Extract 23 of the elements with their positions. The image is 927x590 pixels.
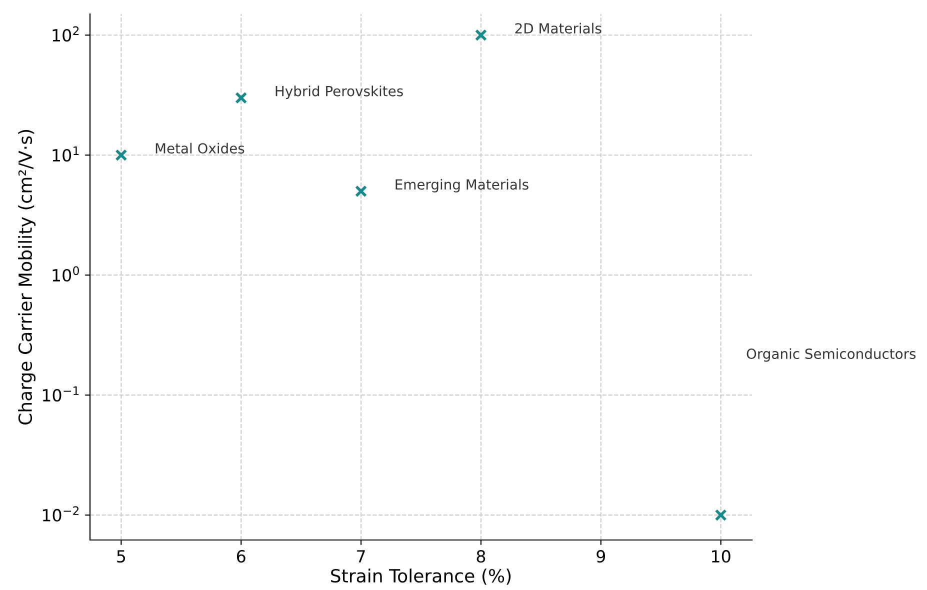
annotation: 2D Materials <box>515 22 602 34</box>
y-tick-label: 10$^{−1}$ <box>42 386 79 402</box>
x-axis-title: Strain Tolerance (%) <box>331 568 511 585</box>
y-tick-label: 10$^{1}$ <box>52 146 79 162</box>
point <box>474 29 488 42</box>
point <box>714 509 727 522</box>
point <box>235 92 248 104</box>
y-tick-label: 10$^{−2}$ <box>42 506 79 522</box>
x-tick-label: 8 <box>476 550 486 563</box>
x-tick-label: 9 <box>596 550 606 563</box>
annotation: Emerging Materials <box>396 178 528 192</box>
y-tick-label: 10$^{2}$ <box>52 26 79 42</box>
annotation: Hybrid Perovskites <box>276 86 403 100</box>
x-tick-label: 7 <box>357 550 365 562</box>
annotation: Organic Semiconductors <box>746 348 916 362</box>
annotation: Metal Oxides <box>156 142 244 154</box>
point <box>115 149 128 162</box>
y-tick-label: 10$^{0}$ <box>52 266 79 282</box>
x-tick-label: 6 <box>236 550 246 563</box>
x-tick-label: 5 <box>117 550 126 563</box>
y-axis-title: Charge Carrier Mobility (cm²/V·s) <box>18 130 36 425</box>
x-tick-label: 10 <box>712 550 730 563</box>
point <box>354 185 368 198</box>
